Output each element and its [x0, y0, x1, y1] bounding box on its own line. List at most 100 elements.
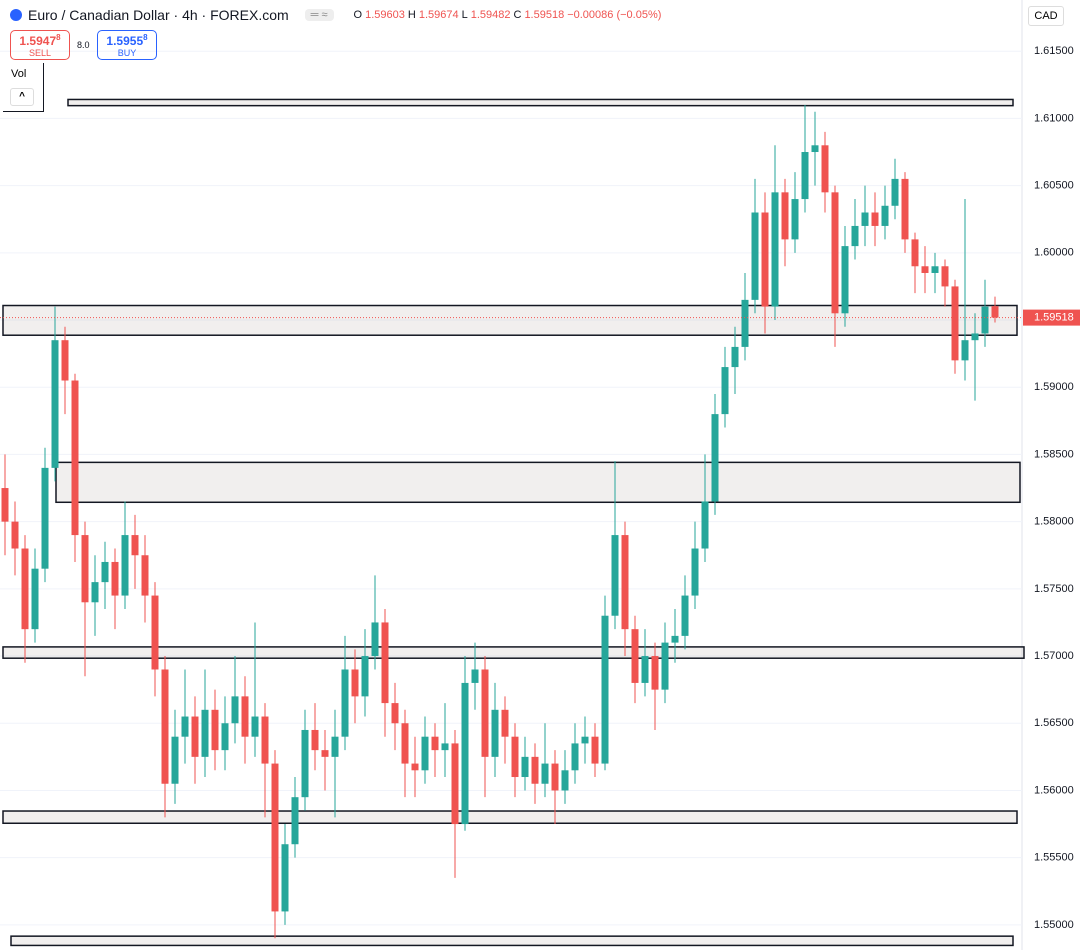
candle-body: [431, 736, 439, 751]
candle-body: [351, 669, 359, 697]
candle-body: [471, 669, 479, 683]
candle-body: [281, 844, 289, 912]
last-price-label: 1.59518: [1034, 312, 1074, 324]
candle-body: [511, 736, 519, 778]
candle-body: [191, 716, 199, 757]
candle-body: [871, 212, 879, 226]
zone: [10, 935, 1014, 947]
candle-body: [141, 555, 149, 596]
candle-body: [701, 501, 709, 549]
candle-body: [941, 266, 949, 287]
candle-body: [761, 212, 769, 307]
change: −0.00086 (−0.05%): [567, 9, 662, 21]
candle-body: [221, 723, 229, 751]
candle-body: [591, 736, 599, 764]
candle-body: [71, 380, 79, 536]
candle-body: [671, 635, 679, 643]
candle-body: [571, 743, 579, 771]
candle-body: [41, 467, 49, 569]
candle-body: [371, 622, 379, 657]
zone: [55, 461, 1021, 504]
candle-body: [451, 743, 459, 825]
y-tick-label: 1.56000: [1034, 784, 1074, 796]
ohlc: O 1.59603 H 1.59674 L 1.59482 C 1.59518 −0.0…: [354, 9, 662, 21]
candle-body: [311, 729, 319, 751]
candle-body: [931, 266, 939, 273]
candle-body: [411, 763, 419, 771]
candle-body: [951, 286, 959, 361]
ohlc-value: 1.59674: [418, 9, 459, 21]
ohlc-key: H: [407, 9, 416, 21]
buy-pip: 8: [143, 33, 148, 42]
buy-price: 1.5955: [106, 34, 144, 48]
candle-body: [131, 535, 139, 556]
candle-body: [251, 716, 259, 737]
zone: [2, 304, 1018, 336]
y-tick-label: 1.57500: [1034, 583, 1074, 595]
candle-body: [321, 750, 329, 757]
symbol-title[interactable]: Euro / Canadian Dollar · 4h · FOREX.com: [28, 7, 289, 23]
candle-body: [771, 192, 779, 307]
candle-body: [711, 414, 719, 502]
sell-button[interactable]: 1.59478 SELL: [10, 30, 70, 60]
sell-label: SELL: [28, 48, 52, 58]
candle-body: [51, 340, 59, 468]
candle-body: [11, 521, 19, 549]
candle-body: [361, 656, 369, 697]
zone: [2, 810, 1018, 825]
candle-body: [491, 709, 499, 757]
buy-button[interactable]: 1.59558 BUY: [97, 30, 157, 60]
candle-body: [631, 629, 639, 683]
candle-body: [171, 736, 179, 784]
header: Euro / Canadian Dollar · 4h · FOREX.com …: [10, 7, 661, 23]
spread: 8.0: [77, 40, 90, 50]
candle-body: [881, 205, 889, 226]
candle-body: [401, 723, 409, 764]
candle-body: [301, 729, 309, 798]
candle-body: [911, 239, 919, 267]
collapse-button[interactable]: ^: [10, 88, 34, 106]
last-price-tag: [1023, 309, 1080, 326]
candle-body: [231, 696, 239, 724]
candle-body: [541, 763, 549, 784]
y-tick-label: 1.57000: [1034, 650, 1074, 662]
candle-body: [211, 709, 219, 751]
candle-body: [891, 178, 899, 206]
zone: [2, 646, 1025, 659]
candle-body: [261, 716, 269, 764]
candle-body: [961, 340, 969, 361]
candle-body: [391, 703, 399, 724]
volume-panel: Vol ^: [3, 63, 44, 112]
ohlc-value: 1.59603: [365, 9, 405, 21]
y-tick-label: 1.58000: [1034, 516, 1074, 528]
y-tick-label: 1.58500: [1034, 448, 1074, 460]
candle-body: [531, 756, 539, 784]
volume-label[interactable]: Vol: [11, 68, 27, 80]
currency[interactable]: CAD: [1028, 6, 1064, 26]
sell-price: 1.5947: [19, 34, 57, 48]
candle-body: [21, 548, 29, 630]
candle-body: [61, 340, 69, 381]
candle-body: [241, 696, 249, 737]
y-tick-label: 1.55500: [1034, 852, 1074, 864]
candle-body: [81, 535, 89, 603]
compare-button[interactable]: ═ ≈: [304, 9, 334, 21]
candle-body: [851, 225, 859, 247]
candle-body: [561, 770, 569, 791]
ohlc-value: 1.59518: [524, 9, 565, 21]
candle-body: [91, 582, 99, 603]
candle-body: [551, 763, 559, 791]
candle-body: [791, 199, 799, 240]
candle-body: [751, 212, 759, 300]
zone: [67, 98, 1014, 107]
symbol-icon: [10, 9, 22, 21]
candle-body: [821, 145, 829, 193]
candle-body: [901, 178, 909, 240]
y-tick-label: 1.61000: [1034, 112, 1074, 124]
candle-body: [621, 535, 629, 630]
ohlc-key: O: [353, 9, 363, 21]
candle-body: [481, 669, 489, 757]
candle-body: [611, 535, 619, 616]
candle-body: [831, 192, 839, 314]
